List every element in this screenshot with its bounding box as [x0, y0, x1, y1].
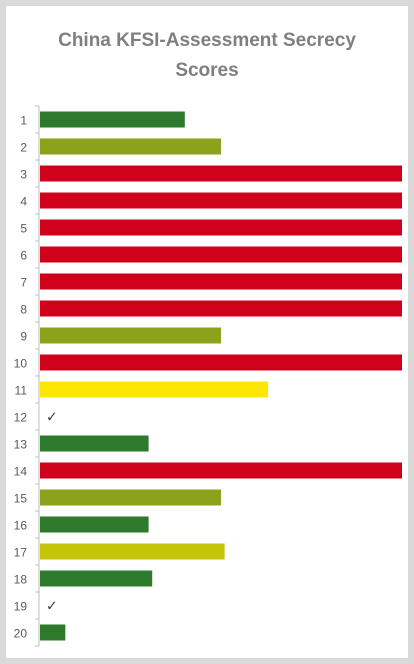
- bar: [40, 381, 269, 398]
- category-label: 14: [14, 465, 28, 479]
- category-label: 6: [20, 249, 27, 263]
- bar: [40, 624, 66, 641]
- bar: [40, 570, 153, 587]
- bar: [40, 192, 402, 209]
- category-label: 20: [14, 627, 28, 641]
- bar: [40, 462, 402, 479]
- category-label: 1: [20, 114, 27, 128]
- bar: [40, 300, 402, 317]
- check-mark: ✓: [46, 599, 58, 615]
- bar: [40, 354, 402, 371]
- category-label: 12: [14, 411, 28, 425]
- category-label: 11: [15, 384, 28, 398]
- category-label: 19: [14, 600, 28, 614]
- bar: [40, 165, 402, 182]
- bar: [40, 489, 221, 506]
- category-label: 4: [20, 195, 27, 209]
- bar: [40, 543, 225, 560]
- chart-title: China KFSI-Assessment Secrecy Scores: [6, 26, 408, 86]
- bar: [40, 273, 402, 290]
- category-label: 7: [20, 276, 27, 290]
- category-label: 3: [20, 168, 27, 182]
- bar: [40, 327, 221, 344]
- bar: [40, 435, 149, 452]
- category-label: 9: [20, 330, 27, 344]
- chart-title-line-1: China KFSI-Assessment Secrecy: [58, 30, 356, 51]
- category-label: 16: [14, 519, 28, 533]
- bar: [40, 516, 149, 533]
- bar: [40, 138, 221, 155]
- category-label: 10: [14, 357, 28, 371]
- check-mark: ✓: [46, 410, 58, 426]
- bar: [40, 111, 185, 128]
- category-label: 18: [14, 573, 28, 587]
- chart-title-line-2: Scores: [175, 60, 239, 81]
- bar: [40, 246, 402, 263]
- category-label: 5: [20, 222, 27, 236]
- bar: [40, 219, 402, 236]
- category-label: 2: [20, 141, 27, 155]
- category-label: 13: [14, 438, 28, 452]
- category-label: 15: [14, 492, 28, 506]
- category-label: 17: [14, 546, 28, 560]
- category-label: 8: [20, 303, 27, 317]
